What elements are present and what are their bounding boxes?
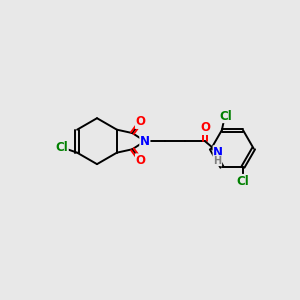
Text: Cl: Cl: [237, 175, 249, 188]
Text: O: O: [200, 122, 210, 134]
Text: H: H: [214, 156, 222, 166]
Text: N: N: [213, 146, 223, 159]
Text: Cl: Cl: [56, 141, 68, 154]
Text: N: N: [140, 135, 150, 148]
Text: Cl: Cl: [219, 110, 232, 122]
Text: O: O: [136, 116, 146, 128]
Text: O: O: [136, 154, 146, 167]
